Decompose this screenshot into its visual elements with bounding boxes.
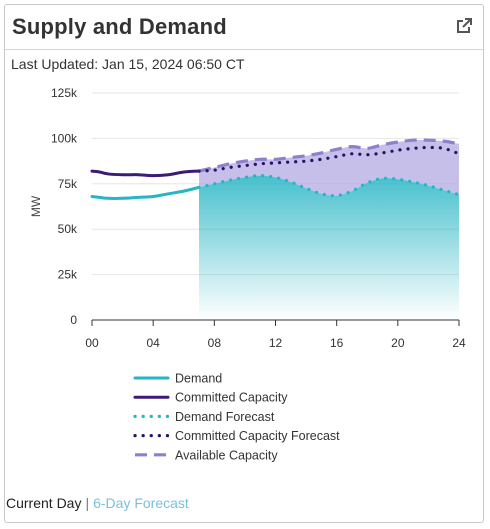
available-capacity-fill — [199, 140, 459, 196]
card-title: Supply and Demand — [12, 14, 227, 39]
x-tick-label: 04 — [146, 336, 160, 350]
x-tick-label: 00 — [85, 336, 99, 350]
demand-forecast-fill — [199, 175, 459, 320]
y-tick-label: 50k — [58, 222, 78, 236]
y-tick-label: 125k — [51, 86, 78, 100]
y-tick-label: 100k — [51, 131, 78, 145]
series-line-available-capacity — [198, 138, 460, 173]
legend-label: Committed Capacity Forecast — [175, 429, 340, 443]
card-header: Supply and Demand — [5, 5, 483, 50]
y-axis-label: MW — [29, 195, 43, 217]
legend-label: Available Capacity — [175, 448, 278, 462]
last-updated: Last Updated: Jan 15, 2024 06:50 CT — [11, 56, 245, 72]
series-line-committed-capacity-forecast — [197, 145, 461, 173]
footer-nav: Current Day | 6-Day Forecast — [6, 495, 189, 511]
y-tick-label: 75k — [58, 177, 78, 191]
series-line-demand — [90, 185, 201, 200]
y-tick-label: 25k — [58, 268, 78, 282]
legend-label: Demand Forecast — [175, 410, 275, 424]
x-tick-label: 12 — [269, 336, 283, 350]
chart-legend[interactable]: Demand Committed Capacity Demand Forecast C… — [133, 372, 340, 463]
legend-label: Demand — [175, 372, 222, 386]
y-tick-label: 0 — [70, 313, 77, 327]
external-link-icon[interactable] — [455, 17, 473, 35]
series-line-committed-capacity — [90, 169, 201, 178]
current-day-label[interactable]: Current Day — [6, 495, 82, 511]
chart-axes: 0 25k 50k 75k 100k 125k 00 04 08 12 16 20 24 MW — [29, 86, 466, 350]
chart-fills — [199, 140, 459, 320]
x-tick-label: 20 — [391, 336, 405, 350]
chart-series — [90, 138, 461, 200]
x-tick-label: 08 — [208, 336, 222, 350]
footer-separator: | — [85, 495, 90, 511]
x-tick-label: 24 — [452, 336, 466, 350]
legend-label: Committed Capacity — [175, 391, 288, 405]
six-day-forecast-link[interactable]: 6-Day Forecast — [93, 495, 189, 511]
x-tick-label: 16 — [330, 336, 344, 350]
